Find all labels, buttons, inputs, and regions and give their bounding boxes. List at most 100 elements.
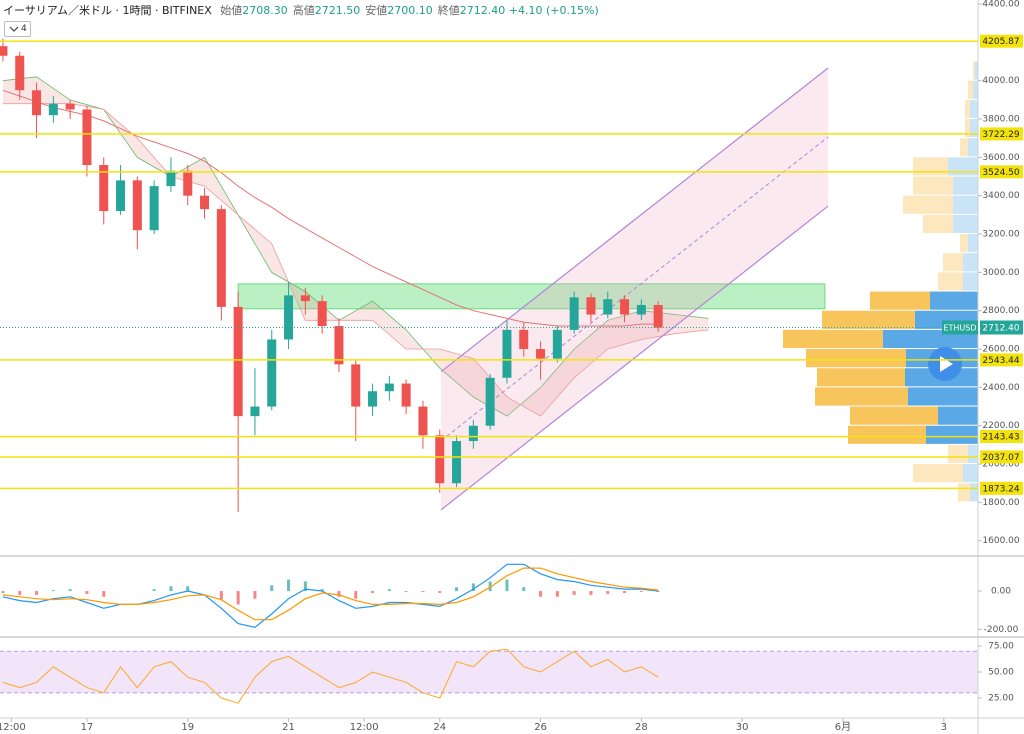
- x-tick-label: 12:00: [0, 722, 26, 733]
- x-tick-label: 6月: [835, 721, 851, 733]
- profile-down: [783, 329, 883, 349]
- y-tick-label: 4000.00: [982, 76, 1019, 86]
- x-tick-label: 30: [736, 722, 749, 733]
- candle-body: [452, 441, 462, 484]
- macd-histogram: [539, 591, 543, 597]
- y-tick-label: 2200.00: [982, 421, 1019, 431]
- candle-body: [116, 180, 126, 212]
- macd-pane: [1, 563, 660, 629]
- x-tick-label: 26: [534, 722, 547, 733]
- macd-histogram: [438, 591, 442, 593]
- candle-body: [586, 297, 596, 315]
- profile-up: [926, 425, 978, 444]
- macd-histogram: [68, 589, 72, 592]
- profile-up: [930, 291, 978, 310]
- profile-down: [968, 80, 973, 99]
- macd-histogram: [522, 587, 526, 592]
- y-tick-label: 1800.00: [982, 498, 1019, 508]
- ohlc-fields: 始値2708.30 高値2721.50 安値2700.10 終値2712.40: [215, 4, 505, 17]
- level-label-box: [980, 34, 1023, 48]
- profile-up: [970, 483, 978, 502]
- profile-down: [913, 157, 948, 176]
- profile-down: [913, 464, 963, 483]
- profile-up: [968, 138, 978, 157]
- profile-down: [923, 214, 953, 234]
- macd-histogram: [253, 591, 257, 599]
- header: イーサリアム／米ドル · 1時間 · BITFINEX 始値2708.30 高値2…: [3, 2, 599, 18]
- supply-zone: [237, 283, 826, 310]
- candle-body: [216, 209, 226, 307]
- field-value: 2700.10: [387, 4, 433, 17]
- profile-up: [963, 464, 978, 483]
- level-label: 2037.07: [982, 453, 1019, 463]
- field-label: 終値: [437, 4, 460, 17]
- rsi-band: [0, 651, 978, 693]
- macd-histogram: [639, 591, 643, 593]
- candle-body: [284, 295, 294, 340]
- profile-down: [848, 425, 926, 444]
- symbol-name: ETHUSD: [943, 324, 976, 333]
- profile-down: [913, 176, 953, 195]
- y-tick-label: 3200.00: [982, 230, 1019, 240]
- x-tick-label: 17: [81, 722, 94, 733]
- macd-histogram: [354, 591, 358, 599]
- candle-body: [569, 297, 579, 330]
- field-label: 高値: [292, 4, 315, 17]
- profile-down: [965, 119, 970, 138]
- candle-body: [300, 295, 310, 302]
- profile-down: [850, 406, 938, 425]
- level-label: 2143.43: [982, 433, 1019, 443]
- y-tick-label: 3600.00: [982, 153, 1019, 163]
- profile-down: [973, 61, 975, 80]
- signal-line: [2, 567, 659, 621]
- profile-up: [953, 195, 978, 214]
- level-label: 3722.29: [982, 130, 1019, 140]
- candle-body: [636, 304, 646, 315]
- macd-histogram: [505, 579, 509, 592]
- macd-histogram: [589, 591, 593, 595]
- field-value: 2721.50: [314, 4, 361, 17]
- profile-down: [903, 195, 953, 214]
- macd-histogram: [337, 591, 341, 597]
- profile-up: [953, 176, 978, 195]
- macd-histogram: [404, 591, 408, 593]
- channel-lower: [440, 205, 829, 511]
- profile-down: [815, 387, 908, 406]
- rsi-line: [2, 648, 659, 704]
- candle-body: [267, 339, 277, 407]
- play-button[interactable]: [928, 347, 962, 381]
- level-label-box: [980, 127, 1023, 141]
- candle-body: [166, 170, 176, 187]
- x-tick-label: 3: [941, 722, 947, 733]
- profile-up: [908, 387, 978, 406]
- field-label: 安値: [365, 4, 388, 17]
- moving-average: [2, 89, 659, 327]
- channel-upper: [440, 67, 829, 373]
- profile-down: [806, 349, 906, 368]
- profile-down: [817, 368, 905, 387]
- macd-histogram: [102, 591, 106, 597]
- macd-tick-label: 0.00: [991, 587, 1011, 597]
- indicator-toggle[interactable]: 4: [4, 21, 31, 37]
- macd-histogram: [186, 586, 190, 592]
- candle-body: [82, 109, 92, 166]
- chevron-icon: [9, 26, 19, 32]
- candle-body: [620, 299, 630, 315]
- macd-histogram: [287, 579, 291, 592]
- macd-line: [2, 563, 659, 629]
- candle-body: [48, 103, 58, 116]
- y-tick-label: 4400.00: [982, 0, 1019, 10]
- candle-body: [15, 55, 25, 91]
- profile-down: [958, 483, 970, 502]
- y-tick-label: 2600.00: [982, 345, 1019, 355]
- candle-body: [149, 186, 159, 231]
- y-tick-label: 2400.00: [982, 383, 1019, 393]
- x-tick-label: 12:00: [350, 722, 379, 733]
- price-pane: [0, 38, 978, 512]
- field-value: 2708.30: [242, 4, 288, 17]
- candle-body: [435, 435, 445, 484]
- macd-histogram: [371, 591, 375, 593]
- candle-body: [418, 406, 428, 436]
